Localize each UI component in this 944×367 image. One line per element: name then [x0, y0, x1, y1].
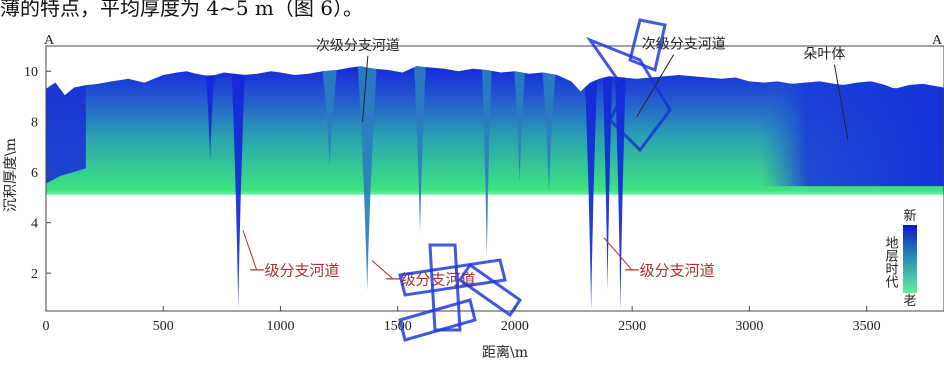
age-legend-old-label: 老: [903, 294, 916, 309]
channel-3: [414, 67, 426, 233]
channel-1: [231, 73, 245, 309]
watermark-logo: [398, 18, 672, 342]
watermark-stroke: [398, 258, 507, 297]
y-tick-label: 6: [31, 166, 38, 181]
x-tick-label: 2500: [618, 319, 646, 334]
plot-area: [46, 66, 944, 311]
left-edge-deposit: [46, 82, 86, 184]
channel-4: [482, 69, 492, 258]
annotation-label-6: 一级分支河道: [625, 262, 715, 280]
y-tick-label: 4: [31, 217, 38, 232]
channel-7: [615, 76, 626, 311]
age-legend-new-label: 新: [903, 208, 916, 224]
y-axis: 2 4 6 8 10: [24, 65, 51, 282]
deposit-base: [46, 191, 944, 195]
age-legend-title: 地层时代: [883, 236, 899, 289]
y-tick-label: 8: [31, 116, 38, 131]
plot-frame: [45, 45, 944, 312]
age-legend: 新 老 地层时代: [883, 208, 917, 309]
channel-6: [602, 76, 613, 291]
lobe-body: [761, 81, 944, 187]
x-tick-label: 1500: [384, 319, 412, 334]
watermark-stroke: [628, 18, 667, 73]
channel-2: [357, 66, 377, 291]
y-tick-label: 10: [24, 65, 38, 80]
x-tick-label: 0: [43, 319, 50, 334]
x-axis: 0 500 1000 1500 2000 2500 3000 3500: [43, 306, 881, 334]
x-tick-label: 2000: [501, 319, 529, 334]
watermark-stroke: [457, 262, 523, 318]
channel-10: [514, 71, 525, 183]
age-legend-colorbar: [903, 225, 917, 293]
x-tick-label: 3500: [853, 319, 881, 334]
x-tick-label: 1000: [266, 319, 294, 334]
watermark-stroke: [428, 243, 462, 332]
section-label-left: A: [44, 33, 55, 48]
channel-9: [322, 69, 337, 168]
y-tick-label: 2: [31, 267, 38, 282]
section-label-right: A: [932, 33, 943, 48]
watermark-stroke: [398, 298, 477, 342]
watermark-stroke: [585, 36, 672, 153]
annotation-leader-3: [833, 64, 849, 140]
annotation-label-2: 次级分支河道: [642, 37, 726, 53]
caption-text: 薄的特点，平均厚度为 4~5 m（图 6）。: [0, 0, 363, 20]
x-tick-label: 500: [153, 319, 174, 334]
annotation-leader-6: [603, 237, 633, 270]
annotation-label-3: 朵叶体: [803, 47, 845, 63]
channel-8: [206, 75, 215, 160]
y-axis-label: 沉积厚度\m: [3, 138, 19, 212]
annotation-leader-5: [371, 260, 393, 279]
deposit-body: [46, 66, 944, 194]
x-tick-label: 3000: [735, 319, 763, 334]
x-axis-label: 距离\m: [482, 344, 528, 361]
channel-5: [585, 79, 597, 311]
annotation-leader-4: [242, 230, 258, 270]
channel-11: [542, 72, 556, 193]
annotation-leader-1: [362, 55, 369, 122]
annotation-label-4: 一级分支河道: [250, 262, 340, 280]
